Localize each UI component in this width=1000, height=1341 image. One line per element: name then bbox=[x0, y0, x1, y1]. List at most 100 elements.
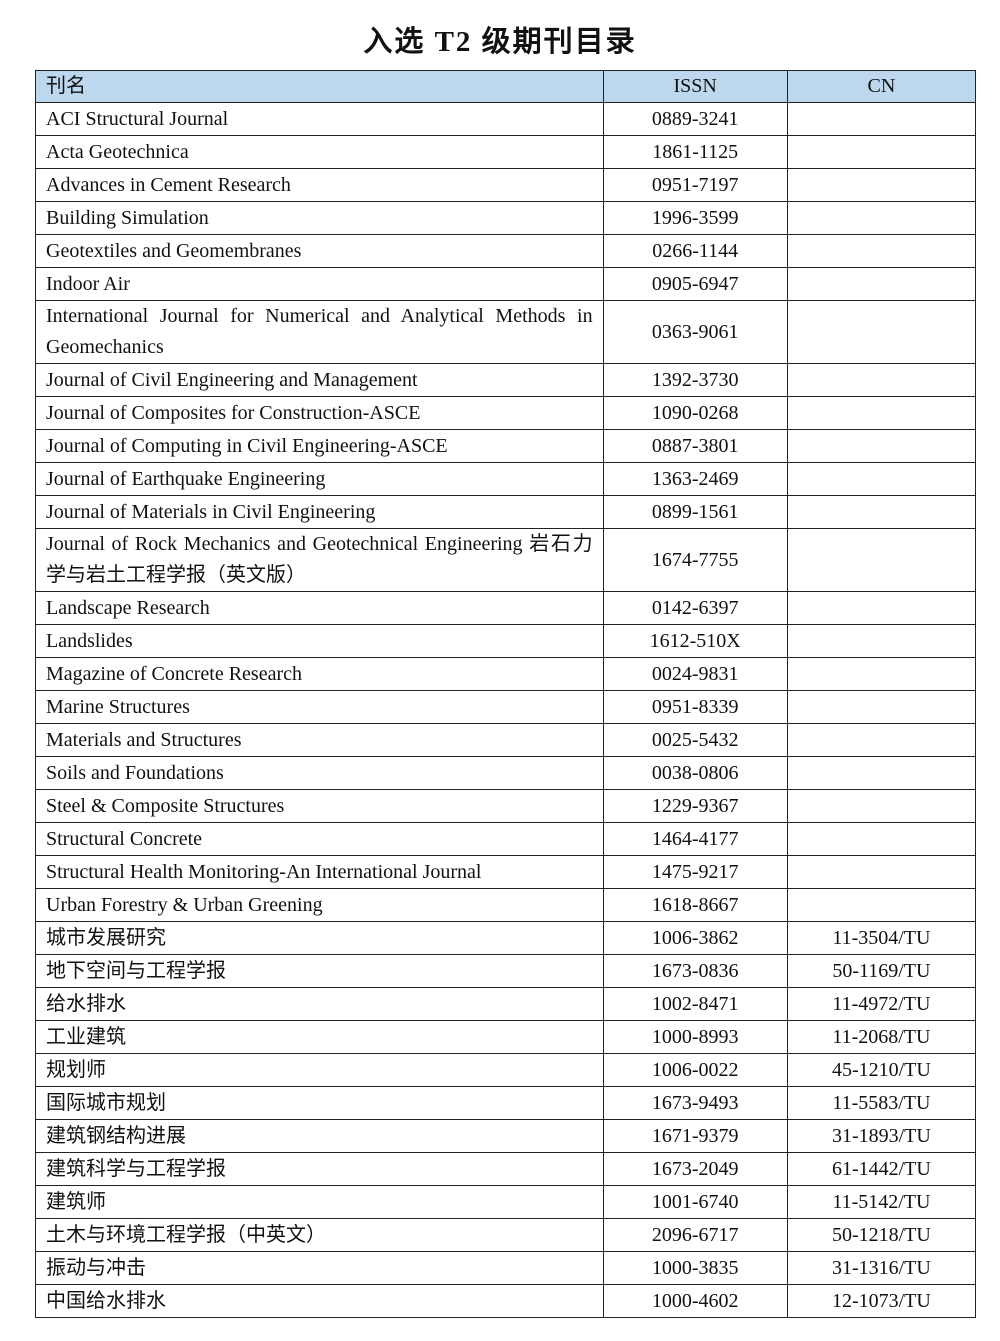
journal-name-cell: ACI Structural Journal bbox=[35, 102, 604, 136]
table-header-row: 刊名 ISSN CN bbox=[35, 70, 977, 103]
issn-cell: 0038-0806 bbox=[602, 756, 788, 790]
cn-cell: 45-1210/TU bbox=[786, 1053, 977, 1087]
issn-cell: 1000-8993 bbox=[602, 1020, 788, 1054]
issn-cell: 0142-6397 bbox=[602, 591, 788, 625]
issn-cell: 0025-5432 bbox=[602, 723, 788, 757]
cn-cell: 12-1073/TU bbox=[786, 1284, 977, 1318]
table-row: 振动与冲击 1000-3835 31-1316/TU bbox=[35, 1251, 977, 1285]
cn-cell: 11-5583/TU bbox=[786, 1086, 977, 1120]
table-row: 规划师 1006-0022 45-1210/TU bbox=[35, 1053, 977, 1087]
cn-cell bbox=[786, 363, 977, 397]
issn-cell: 1674-7755 bbox=[602, 528, 788, 592]
issn-cell: 1363-2469 bbox=[602, 462, 788, 496]
table-row: Building Simulation 1996-3599 bbox=[35, 201, 977, 235]
cn-cell bbox=[786, 462, 977, 496]
cn-cell bbox=[786, 789, 977, 823]
issn-cell: 1229-9367 bbox=[602, 789, 788, 823]
issn-cell: 0024-9831 bbox=[602, 657, 788, 691]
cn-cell: 11-5142/TU bbox=[786, 1185, 977, 1219]
table-row: Journal of Materials in Civil Engineerin… bbox=[35, 495, 977, 529]
cn-cell: 11-3504/TU bbox=[786, 921, 977, 955]
issn-cell: 0899-1561 bbox=[602, 495, 788, 529]
journal-name-cell: Landslides bbox=[35, 624, 604, 658]
table-row: Landscape Research 0142-6397 bbox=[35, 591, 977, 625]
table-row: Geotextiles and Geomembranes 0266-1144 bbox=[35, 234, 977, 268]
cn-cell bbox=[786, 201, 977, 235]
journal-name-cell: Structural Health Monitoring-An Internat… bbox=[35, 855, 604, 889]
cn-cell bbox=[786, 822, 977, 856]
journal-name-cell: Soils and Foundations bbox=[35, 756, 604, 790]
table-row: 中国给水排水 1000-4602 12-1073/TU bbox=[35, 1284, 977, 1318]
cn-cell bbox=[786, 723, 977, 757]
table-row: Marine Structures 0951-8339 bbox=[35, 690, 977, 724]
journal-name-cell: Journal of Computing in Civil Engineerin… bbox=[35, 429, 604, 463]
issn-cell: 1861-1125 bbox=[602, 135, 788, 169]
journal-name-cell: 中国给水排水 bbox=[35, 1284, 604, 1318]
table-row: 城市发展研究 1006-3862 11-3504/TU bbox=[35, 921, 977, 955]
cn-cell bbox=[786, 888, 977, 922]
issn-cell: 2096-6717 bbox=[602, 1218, 788, 1252]
header-cn: CN bbox=[786, 70, 977, 103]
journal-name-cell: Journal of Rock Mechanics and Geotechnic… bbox=[35, 528, 604, 592]
table-row: Structural Health Monitoring-An Internat… bbox=[35, 855, 977, 889]
issn-cell: 1673-0836 bbox=[602, 954, 788, 988]
cn-cell bbox=[786, 690, 977, 724]
journal-name-cell: Urban Forestry & Urban Greening bbox=[35, 888, 604, 922]
issn-cell: 1006-3862 bbox=[602, 921, 788, 955]
cn-cell bbox=[786, 135, 977, 169]
journal-name-cell: International Journal for Numerical and … bbox=[35, 300, 604, 364]
journal-name-cell: 振动与冲击 bbox=[35, 1251, 604, 1285]
cn-cell bbox=[786, 657, 977, 691]
header-issn: ISSN bbox=[602, 70, 788, 103]
journal-table: 刊名 ISSN CN ACI Structural Journal 0889-32… bbox=[35, 70, 977, 1318]
cn-cell: 50-1169/TU bbox=[786, 954, 977, 988]
cn-cell: 50-1218/TU bbox=[786, 1218, 977, 1252]
table-row: Journal of Rock Mechanics and Geotechnic… bbox=[35, 528, 977, 592]
issn-cell: 1001-6740 bbox=[602, 1185, 788, 1219]
table-row: Journal of Computing in Civil Engineerin… bbox=[35, 429, 977, 463]
journal-name-cell: Journal of Composites for Construction-A… bbox=[35, 396, 604, 430]
cn-cell bbox=[786, 624, 977, 658]
table-row: Journal of Civil Engineering and Managem… bbox=[35, 363, 977, 397]
document-title: 入选 T2 级期刊目录 bbox=[363, 26, 637, 58]
issn-cell: 1612-510X bbox=[602, 624, 788, 658]
issn-cell: 1464-4177 bbox=[602, 822, 788, 856]
cn-cell bbox=[786, 300, 977, 364]
journal-name-cell: Geotextiles and Geomembranes bbox=[35, 234, 604, 268]
cn-cell bbox=[786, 168, 977, 202]
cn-cell bbox=[786, 234, 977, 268]
issn-cell: 1006-0022 bbox=[602, 1053, 788, 1087]
table-row: 国际城市规划 1673-9493 11-5583/TU bbox=[35, 1086, 977, 1120]
journal-name-cell: 国际城市规划 bbox=[35, 1086, 604, 1120]
issn-cell: 0266-1144 bbox=[602, 234, 788, 268]
table-row: 建筑师 1001-6740 11-5142/TU bbox=[35, 1185, 977, 1219]
table-row: Steel & Composite Structures 1229-9367 bbox=[35, 789, 977, 823]
journal-name-cell: Acta Geotechnica bbox=[35, 135, 604, 169]
journal-name-cell: 给水排水 bbox=[35, 987, 604, 1021]
table-row: 建筑钢结构进展 1671-9379 31-1893/TU bbox=[35, 1119, 977, 1153]
issn-cell: 1002-8471 bbox=[602, 987, 788, 1021]
journal-name-cell: Structural Concrete bbox=[35, 822, 604, 856]
table-row: International Journal for Numerical and … bbox=[35, 300, 977, 364]
journal-name-cell: 城市发展研究 bbox=[35, 921, 604, 955]
journal-name-cell: Materials and Structures bbox=[35, 723, 604, 757]
cn-cell bbox=[786, 528, 977, 592]
table-row: Magazine of Concrete Research 0024-9831 bbox=[35, 657, 977, 691]
table-row: Structural Concrete 1464-4177 bbox=[35, 822, 977, 856]
issn-cell: 1000-4602 bbox=[602, 1284, 788, 1318]
issn-cell: 1475-9217 bbox=[602, 855, 788, 889]
table-row: Indoor Air 0905-6947 bbox=[35, 267, 977, 301]
journal-name-cell: Indoor Air bbox=[35, 267, 604, 301]
journal-name-cell: Building Simulation bbox=[35, 201, 604, 235]
cn-cell: 11-4972/TU bbox=[786, 987, 977, 1021]
cn-cell bbox=[786, 855, 977, 889]
journal-name-cell: 工业建筑 bbox=[35, 1020, 604, 1054]
journal-name-cell: 建筑钢结构进展 bbox=[35, 1119, 604, 1153]
journal-name-cell: Landscape Research bbox=[35, 591, 604, 625]
issn-cell: 0363-9061 bbox=[602, 300, 788, 364]
journal-name-cell: 规划师 bbox=[35, 1053, 604, 1087]
cn-cell bbox=[786, 756, 977, 790]
table-row: Soils and Foundations 0038-0806 bbox=[35, 756, 977, 790]
table-row: 建筑科学与工程学报 1673-2049 61-1442/TU bbox=[35, 1152, 977, 1186]
journal-name-cell: Steel & Composite Structures bbox=[35, 789, 604, 823]
